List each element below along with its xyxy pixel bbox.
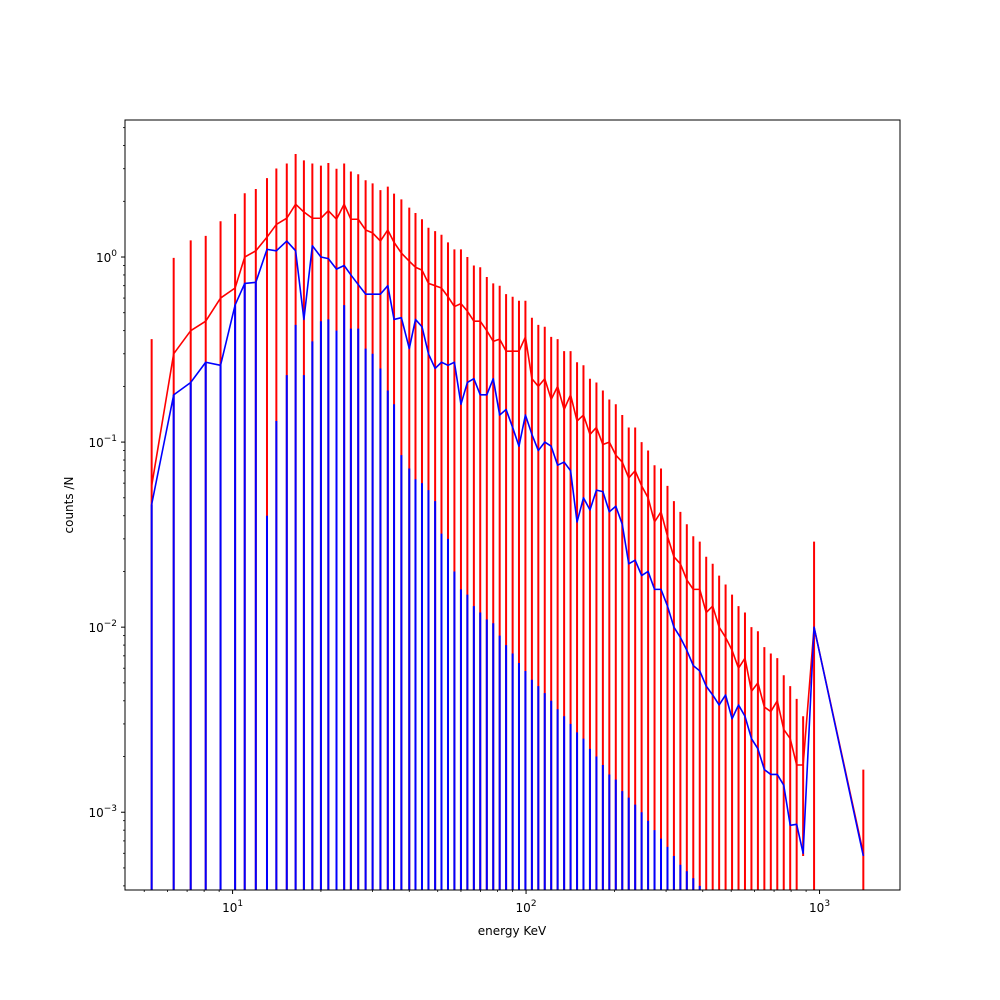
x-axis-label: energy KeV — [478, 924, 547, 938]
x-tick-label: 102 — [516, 899, 537, 915]
y-tick-label: 100 — [96, 249, 117, 265]
y-tick-label: 10−2 — [88, 619, 117, 635]
red-series-line — [150, 203, 865, 854]
blue-series-errorbars — [150, 282, 701, 890]
y-tick-label: 10−1 — [88, 434, 117, 450]
y-axis: 10−3 10−2 10−1 100 — [88, 127, 125, 887]
series-lines — [150, 203, 865, 857]
blue-series-line — [150, 240, 865, 857]
x-axis: 101 102 103 — [143, 890, 830, 915]
plot-area — [150, 154, 865, 890]
x-tick-label: 103 — [809, 899, 830, 915]
y-axis-label: counts /N — [62, 477, 76, 534]
y-tick-label: 10−3 — [88, 804, 117, 820]
x-tick-label: 101 — [222, 899, 243, 915]
